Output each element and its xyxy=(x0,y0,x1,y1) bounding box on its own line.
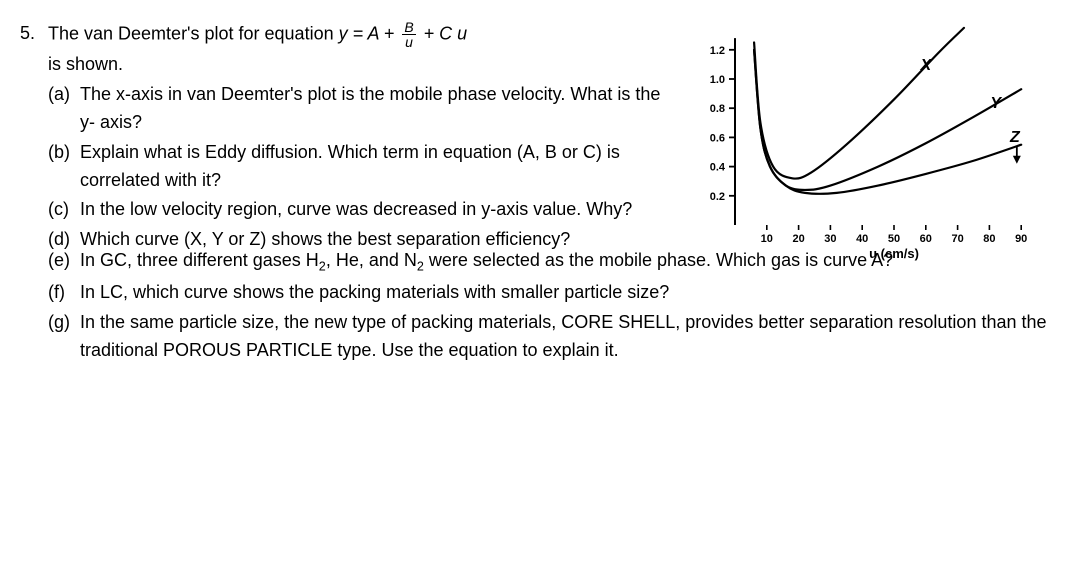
parts-list-top: (a) The x-axis in van Deemter's plot is … xyxy=(48,81,675,254)
part-b-label: (b) xyxy=(48,139,70,167)
part-e-sub1: 2 xyxy=(319,260,326,274)
svg-text:90: 90 xyxy=(1015,233,1027,245)
svg-text:Y: Y xyxy=(990,95,1002,112)
part-g-text: In the same particle size, the new type … xyxy=(80,312,1047,360)
part-f-label: (f) xyxy=(48,279,65,307)
part-c-label: (c) xyxy=(48,196,69,224)
plot-svg: 0.20.40.60.81.01.2102030405060708090u (c… xyxy=(685,20,1040,270)
question-top-row: 5. The van Deemter's plot for equation y… xyxy=(48,20,1050,275)
part-b-text: Explain what is Eddy diffusion. Which te… xyxy=(80,142,620,190)
svg-text:0.4: 0.4 xyxy=(710,162,726,174)
part-g: (g) In the same particle size, the new t… xyxy=(80,309,1050,365)
part-f: (f) In LC, which curve shows the packing… xyxy=(80,279,1050,307)
question-text-column: 5. The van Deemter's plot for equation y… xyxy=(48,20,685,275)
parts-list-bottom: (e) In GC, three different gases H2, He,… xyxy=(48,247,1050,365)
van-deemter-plot: 0.20.40.60.81.01.2102030405060708090u (c… xyxy=(685,20,1050,275)
part-c-text: In the low velocity region, curve was de… xyxy=(80,199,632,219)
svg-text:20: 20 xyxy=(792,233,804,245)
svg-text:80: 80 xyxy=(983,233,995,245)
equation-fraction: B u xyxy=(402,20,415,49)
part-a-label: (a) xyxy=(48,81,70,109)
svg-text:60: 60 xyxy=(920,233,932,245)
part-e-sub2: 2 xyxy=(417,260,424,274)
svg-text:0.8: 0.8 xyxy=(710,103,725,115)
svg-text:0.6: 0.6 xyxy=(710,132,725,144)
svg-text:0.2: 0.2 xyxy=(710,191,725,203)
part-e-text3: were selected as the mobile phase. Which… xyxy=(424,250,893,270)
svg-text:1.0: 1.0 xyxy=(710,74,725,86)
svg-text:50: 50 xyxy=(888,233,900,245)
part-a: (a) The x-axis in van Deemter's plot is … xyxy=(80,81,675,137)
question-stem: 5. The van Deemter's plot for equation y… xyxy=(48,20,675,49)
svg-text:10: 10 xyxy=(761,233,773,245)
svg-text:X: X xyxy=(919,57,932,74)
question-number: 5. xyxy=(20,20,35,48)
svg-text:70: 70 xyxy=(951,233,963,245)
equation-lhs: y = A + xyxy=(339,23,395,43)
svg-text:30: 30 xyxy=(824,233,836,245)
stem-text-1: The van Deemter's plot for equation xyxy=(48,23,339,43)
part-g-label: (g) xyxy=(48,309,70,337)
part-a-text: The x-axis in van Deemter's plot is the … xyxy=(80,84,660,132)
part-e: (e) In GC, three different gases H2, He,… xyxy=(80,247,1050,277)
stem-text-2: is shown. xyxy=(48,51,675,79)
equation-rhs: + C u xyxy=(424,23,468,43)
part-e-text1: In GC, three different gases H xyxy=(80,250,319,270)
part-b: (b) Explain what is Eddy diffusion. Whic… xyxy=(80,139,675,195)
part-f-text: In LC, which curve shows the packing mat… xyxy=(80,282,669,302)
fraction-denominator: u xyxy=(402,35,415,49)
svg-text:Z: Z xyxy=(1009,129,1021,146)
svg-text:40: 40 xyxy=(856,233,868,245)
part-e-text2: , He, and N xyxy=(326,250,417,270)
part-c: (c) In the low velocity region, curve wa… xyxy=(80,196,675,224)
svg-text:1.2: 1.2 xyxy=(710,45,725,57)
part-e-label: (e) xyxy=(48,247,70,275)
fraction-numerator: B xyxy=(402,20,415,35)
